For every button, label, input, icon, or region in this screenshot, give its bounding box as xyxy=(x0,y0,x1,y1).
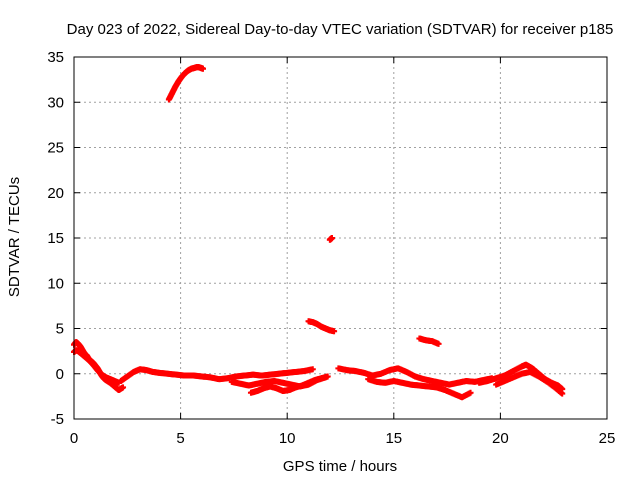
x-tick-label: 5 xyxy=(176,430,184,447)
series-arc-high xyxy=(165,63,206,103)
x-tick-label: 25 xyxy=(599,430,616,447)
y-tick-label: 25 xyxy=(47,140,64,157)
data-point xyxy=(199,65,206,72)
data-point xyxy=(435,340,442,347)
y-tick-label: 10 xyxy=(47,275,64,292)
series-arc-near-5 xyxy=(305,318,338,335)
y-tick-label: 30 xyxy=(47,94,64,111)
y-tick-label: 35 xyxy=(47,49,64,66)
grid-layer xyxy=(74,57,607,419)
y-tick-label: 5 xyxy=(56,321,64,338)
x-tick-label: 0 xyxy=(70,430,78,447)
x-tick-label: 15 xyxy=(385,430,402,447)
y-tick-label: 0 xyxy=(56,366,64,383)
data-layer xyxy=(71,63,566,401)
series-spike xyxy=(326,235,335,243)
series-arc-end-b xyxy=(493,368,566,397)
series-arc-mid xyxy=(117,366,316,384)
y-tick-label: 15 xyxy=(47,230,64,247)
y-axis-label: SDTVAR / TECUs xyxy=(6,177,23,297)
series-arc-late-4 xyxy=(416,335,442,347)
data-point xyxy=(467,389,474,396)
data-point xyxy=(309,366,316,373)
x-axis-label: GPS time / hours xyxy=(283,458,397,475)
y-tick-label: 20 xyxy=(47,185,64,202)
axis-layer: 0 5 10 15 20 25 -5 0 5 10 15 20 25 30 35 xyxy=(47,49,615,447)
x-tick-label: 10 xyxy=(279,430,296,447)
chart-title: Day 023 of 2022, Sidereal Day-to-day VTE… xyxy=(67,21,614,38)
data-point xyxy=(331,328,338,335)
x-tick-label: 20 xyxy=(492,430,509,447)
plot-border xyxy=(73,56,608,420)
series-arc-late-b xyxy=(365,376,474,401)
series-arc-mid-c xyxy=(247,373,331,396)
y-tick-label: -5 xyxy=(51,411,64,428)
data-point xyxy=(559,390,566,397)
data-point xyxy=(328,235,335,241)
data-point xyxy=(324,373,331,380)
series-arc-early-b xyxy=(71,347,122,386)
data-point xyxy=(120,384,127,391)
